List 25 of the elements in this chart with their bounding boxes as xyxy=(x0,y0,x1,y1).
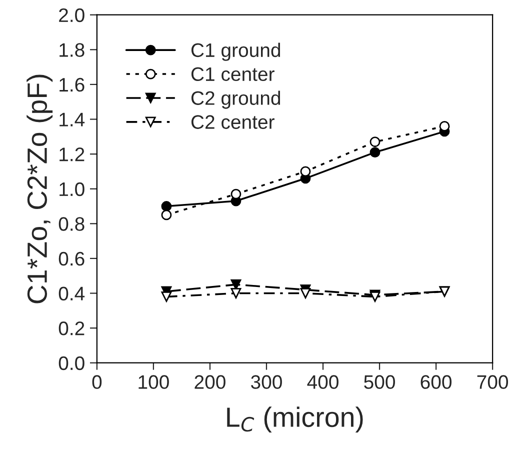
x-axis-title: L$_{C}$ (micron) xyxy=(227,406,363,433)
y-tick-label: 1.0 xyxy=(60,182,84,196)
y-tick-label: 0.6 xyxy=(58,252,84,266)
y-tick-label: 1.2 xyxy=(60,148,84,162)
x-tick-label: 500 xyxy=(364,375,395,389)
y-tick-label: 1.8 xyxy=(60,43,84,57)
legend-label: C2 ground xyxy=(191,90,280,109)
x-tick-label: 600 xyxy=(420,375,452,389)
legend-label: C2 center xyxy=(191,115,274,129)
y-axis-title: C1*Zo, C2*Zo (pF) xyxy=(26,74,53,304)
legend-label: C1 ground xyxy=(191,42,280,61)
x-tick-label: 100 xyxy=(138,375,169,389)
y-tick-label: 0.4 xyxy=(58,286,85,300)
x-tick-label: 400 xyxy=(307,375,338,389)
x-tick-label: 200 xyxy=(194,375,226,389)
y-tick-label: 2.0 xyxy=(59,8,84,22)
legend-label: C1 center xyxy=(191,67,274,82)
y-tick-label: 0.8 xyxy=(58,217,84,231)
y-tick-label: 1.6 xyxy=(60,78,84,92)
y-tick-label: 0.0 xyxy=(58,356,84,370)
x-tick-label: 700 xyxy=(477,375,508,389)
x-tick-label: 0 xyxy=(92,375,102,389)
x-tick-label: 300 xyxy=(251,375,282,389)
y-tick-label: 1.4 xyxy=(60,112,85,126)
y-tick-label: 0.2 xyxy=(58,322,84,336)
